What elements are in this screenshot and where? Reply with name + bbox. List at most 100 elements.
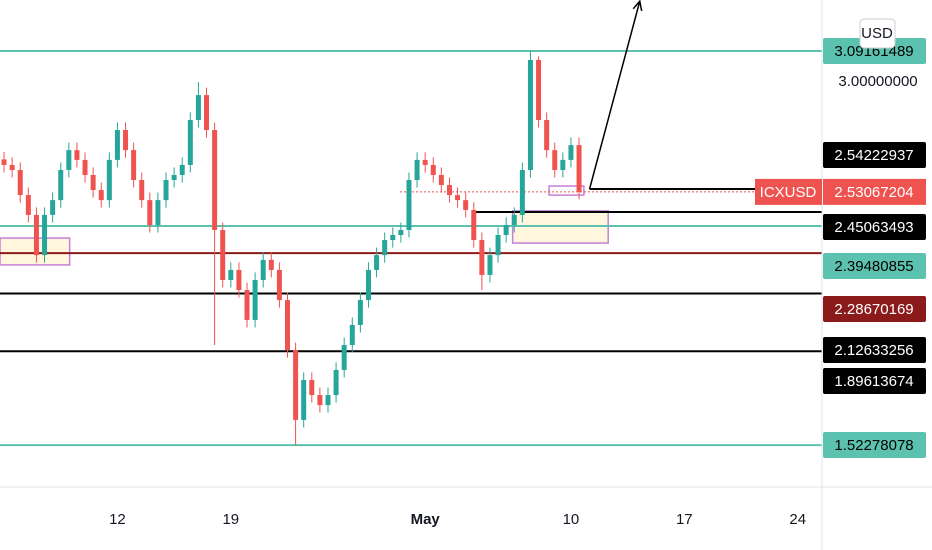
- candle-body: [204, 95, 210, 131]
- candle-body: [446, 185, 452, 196]
- price-label-box: [823, 214, 926, 240]
- price-label-box: [823, 142, 926, 168]
- candle-body: [195, 95, 201, 120]
- currency-button[interactable]: [859, 18, 896, 49]
- candle-body: [414, 159, 420, 181]
- candle-body: [552, 150, 558, 170]
- candle-body: [276, 269, 282, 301]
- candle-body: [1, 159, 7, 165]
- plot-area: [0, 0, 822, 447]
- candle-body: [382, 240, 388, 256]
- price-label: 2.12633256: [834, 342, 913, 359]
- symbol-label-box: [755, 178, 822, 205]
- price-label: 2.39480855: [834, 258, 913, 275]
- candle-body: [147, 200, 153, 225]
- x-tick-label: 19: [222, 511, 239, 528]
- candle-body: [503, 224, 509, 236]
- candle-body: [568, 145, 574, 160]
- y-tick-label: 3.00000000: [838, 73, 917, 90]
- x-tick-label: 10: [563, 511, 580, 528]
- candle-body: [90, 174, 96, 191]
- candle-body: [341, 345, 347, 370]
- candle-body: [301, 379, 307, 420]
- x-tick-label: May: [411, 511, 441, 528]
- candle-body: [220, 229, 226, 280]
- x-tick-label: 24: [789, 511, 806, 528]
- candle-body: [365, 269, 371, 301]
- symbol-label: ICXUSD: [760, 184, 817, 201]
- candle-body: [123, 130, 129, 151]
- candle-body: [293, 350, 299, 420]
- candle-body: [244, 290, 250, 320]
- candle-body: [9, 164, 15, 170]
- price-label-box: [823, 432, 926, 458]
- candle-body: [171, 174, 177, 181]
- candle-body: [487, 255, 493, 275]
- candle-body: [66, 150, 72, 170]
- price-label: 1.89613674: [834, 373, 913, 390]
- currency-label[interactable]: USD: [861, 25, 893, 42]
- price-label: 2.28670169: [834, 301, 913, 318]
- price-label: 1.52278078: [834, 437, 913, 454]
- price-label: 2.45063493: [834, 219, 913, 236]
- candle-body: [398, 229, 404, 236]
- candle-body: [438, 174, 444, 186]
- candle-body: [58, 169, 64, 201]
- candle-body: [155, 200, 161, 225]
- candle-body: [82, 159, 88, 175]
- candle-body: [390, 235, 396, 241]
- price-label-box: [823, 368, 926, 394]
- axes: 3.00000000 12 19 May 10 17 24: [109, 73, 918, 528]
- candle-body: [455, 195, 461, 201]
- candle-body: [187, 119, 193, 165]
- candle-body: [333, 369, 339, 396]
- candle-body: [357, 300, 363, 325]
- candle-body: [576, 145, 582, 192]
- candle-body: [309, 379, 315, 396]
- candle-body: [33, 214, 39, 256]
- candle-body: [544, 119, 550, 151]
- candle-body: [325, 395, 331, 406]
- candle-body: [511, 214, 517, 225]
- candle-body: [42, 214, 48, 256]
- candle-body: [519, 169, 525, 215]
- candle-body: [560, 159, 566, 170]
- arrow-head: [632, 0, 643, 12]
- candle-body: [236, 269, 242, 291]
- candle-body: [536, 59, 542, 120]
- price-label-box: [823, 296, 926, 322]
- candle-body: [349, 324, 355, 346]
- candle-body: [131, 150, 137, 181]
- candle-body: [495, 235, 501, 256]
- candle-body: [463, 200, 469, 210]
- candle-body: [74, 150, 80, 160]
- candle-body: [212, 130, 218, 230]
- candle-body: [406, 180, 412, 230]
- candle-body: [179, 164, 185, 175]
- candle-body: [17, 169, 23, 196]
- candle-body: [471, 209, 477, 241]
- x-tick-label: 12: [109, 511, 126, 528]
- price-label-box: [823, 38, 926, 64]
- candle-body: [268, 259, 274, 270]
- candle-body: [430, 164, 436, 175]
- price-label: 2.54222937: [834, 147, 913, 164]
- candle-body: [252, 279, 258, 320]
- candle-body: [527, 59, 533, 170]
- last-price-box: [823, 178, 926, 205]
- arrow-line: [588, 0, 641, 190]
- candle-body: [25, 195, 31, 215]
- candle-body: [114, 130, 120, 160]
- candle-body: [98, 190, 104, 201]
- candle-body: [106, 159, 112, 201]
- candle-body: [139, 180, 145, 201]
- candle-body: [422, 159, 428, 165]
- candle-body: [317, 395, 323, 406]
- x-tick-label: 17: [676, 511, 693, 528]
- price-label-box: [823, 337, 926, 363]
- candle-body: [479, 240, 485, 275]
- zone-box: [548, 185, 585, 196]
- candle-body: [260, 259, 266, 280]
